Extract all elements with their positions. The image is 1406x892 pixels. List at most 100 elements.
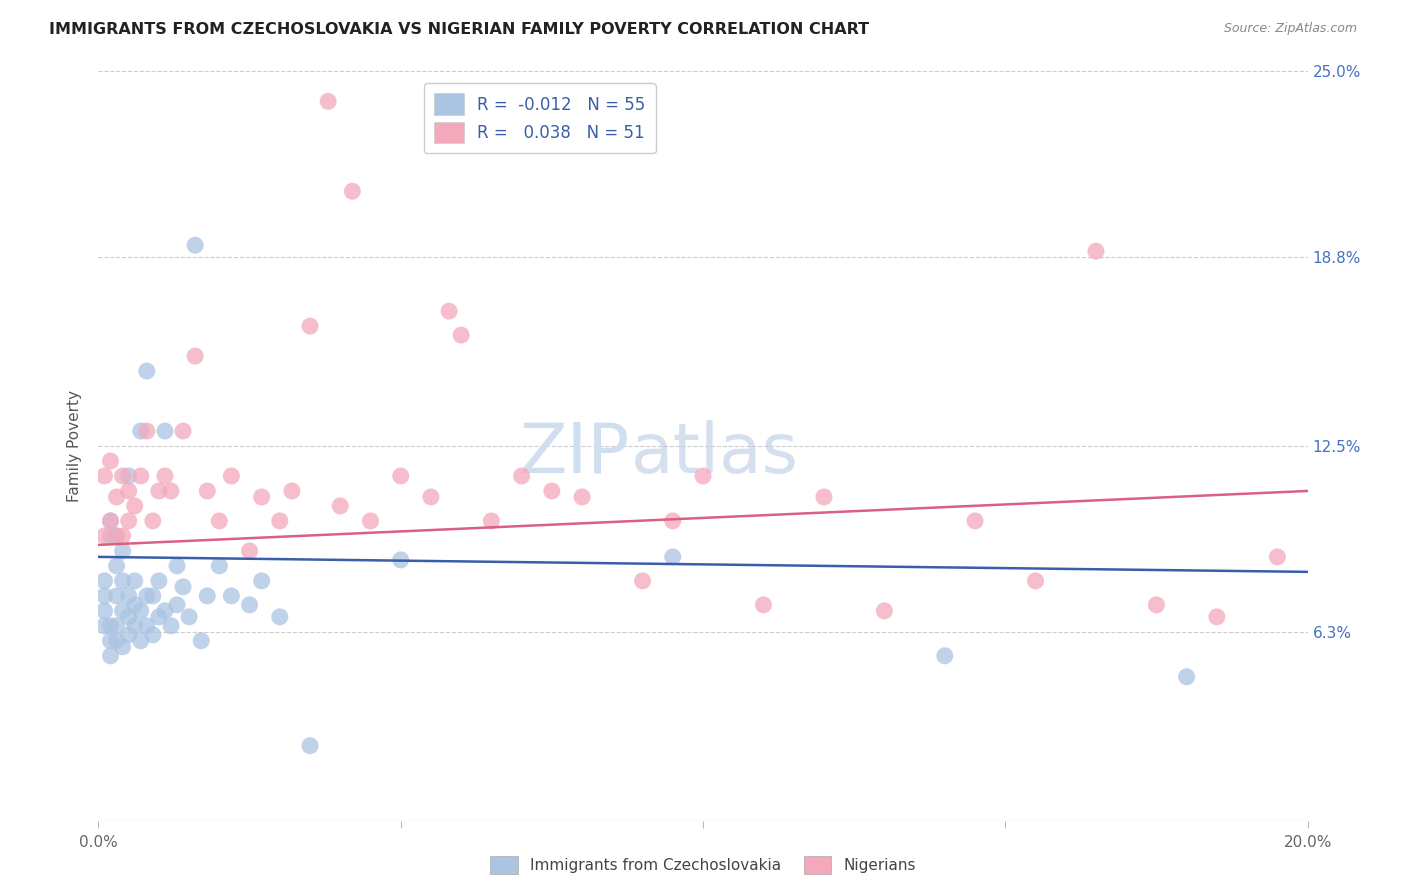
- Point: [1175, 670, 1198, 684]
- Point: [299, 319, 322, 334]
- Point: [172, 424, 194, 438]
- Point: [934, 648, 956, 663]
- Point: [135, 364, 157, 378]
- Point: [105, 619, 128, 633]
- Point: [148, 610, 170, 624]
- Point: [195, 589, 218, 603]
- Y-axis label: Family Poverty: Family Poverty: [67, 390, 83, 502]
- Point: [160, 483, 183, 498]
- Point: [299, 739, 322, 753]
- Point: [105, 490, 128, 504]
- Point: [100, 648, 122, 663]
- Point: [221, 469, 243, 483]
- Point: [105, 558, 128, 573]
- Point: [135, 424, 157, 438]
- Point: [124, 598, 146, 612]
- Point: [160, 619, 183, 633]
- Point: [153, 469, 176, 483]
- Point: [450, 328, 472, 343]
- Point: [166, 598, 188, 612]
- Point: [571, 490, 593, 504]
- Point: [813, 490, 835, 504]
- Point: [93, 529, 115, 543]
- Point: [195, 483, 218, 498]
- Point: [100, 529, 122, 543]
- Point: [873, 604, 896, 618]
- Point: [281, 483, 304, 498]
- Point: [172, 580, 194, 594]
- Point: [250, 574, 273, 588]
- Point: [153, 604, 176, 618]
- Point: [111, 544, 134, 558]
- Point: [118, 514, 141, 528]
- Point: [250, 490, 273, 504]
- Point: [111, 640, 134, 654]
- Point: [111, 574, 134, 588]
- Point: [481, 514, 503, 528]
- Point: [184, 349, 207, 363]
- Point: [208, 514, 231, 528]
- Point: [329, 499, 352, 513]
- Point: [105, 529, 128, 543]
- Point: [93, 589, 115, 603]
- Point: [389, 469, 412, 483]
- Point: [661, 549, 683, 564]
- Point: [420, 490, 443, 504]
- Point: [100, 619, 122, 633]
- Point: [124, 499, 146, 513]
- Point: [105, 633, 128, 648]
- Point: [118, 589, 141, 603]
- Point: [111, 604, 134, 618]
- Text: atlas: atlas: [630, 420, 799, 487]
- Point: [269, 610, 291, 624]
- Point: [148, 574, 170, 588]
- Point: [269, 514, 291, 528]
- Point: [221, 589, 243, 603]
- Point: [142, 589, 165, 603]
- Point: [100, 514, 122, 528]
- Point: [111, 529, 134, 543]
- Point: [166, 558, 188, 573]
- Legend: Immigrants from Czechoslovakia, Nigerians: Immigrants from Czechoslovakia, Nigerian…: [484, 850, 922, 880]
- Text: Source: ZipAtlas.com: Source: ZipAtlas.com: [1223, 22, 1357, 36]
- Point: [1085, 244, 1108, 259]
- Point: [316, 95, 339, 109]
- Point: [752, 598, 775, 612]
- Point: [631, 574, 654, 588]
- Point: [111, 469, 134, 483]
- Point: [93, 604, 115, 618]
- Point: [1267, 549, 1289, 564]
- Point: [437, 304, 460, 318]
- Point: [118, 469, 141, 483]
- Point: [148, 483, 170, 498]
- Point: [93, 574, 115, 588]
- Point: [1144, 598, 1167, 612]
- Point: [179, 610, 201, 624]
- Point: [342, 184, 364, 198]
- Point: [129, 604, 152, 618]
- Point: [1024, 574, 1046, 588]
- Point: [129, 469, 152, 483]
- Point: [135, 589, 157, 603]
- Point: [100, 514, 122, 528]
- Point: [692, 469, 714, 483]
- Point: [239, 544, 262, 558]
- Point: [118, 610, 141, 624]
- Point: [135, 619, 157, 633]
- Point: [100, 454, 122, 468]
- Point: [142, 628, 165, 642]
- Point: [389, 553, 412, 567]
- Legend: R =  -0.012   N = 55, R =   0.038   N = 51: R = -0.012 N = 55, R = 0.038 N = 51: [425, 84, 655, 153]
- Point: [105, 589, 128, 603]
- Point: [510, 469, 533, 483]
- Point: [93, 469, 115, 483]
- Point: [118, 628, 141, 642]
- Point: [360, 514, 382, 528]
- Point: [105, 529, 128, 543]
- Point: [118, 483, 141, 498]
- Point: [239, 598, 262, 612]
- Point: [661, 514, 683, 528]
- Point: [540, 483, 562, 498]
- Point: [142, 514, 165, 528]
- Point: [1206, 610, 1229, 624]
